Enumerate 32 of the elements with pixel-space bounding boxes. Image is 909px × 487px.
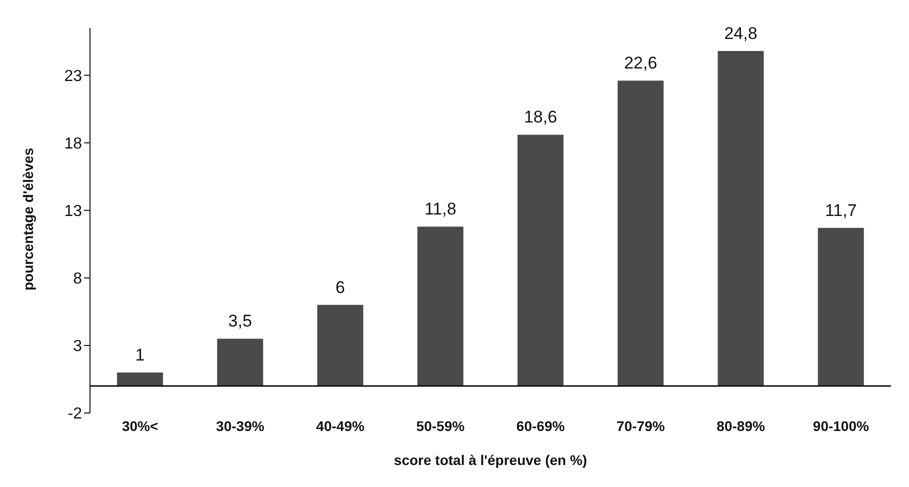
data-label: 22,6: [624, 54, 658, 73]
x-tick-label: 30%<: [122, 418, 158, 434]
y-tick-label: 13: [64, 203, 82, 220]
y-tick-label: 18: [64, 136, 82, 153]
bar: [417, 226, 464, 386]
x-tick-label: 80-89%: [716, 418, 766, 434]
data-label: 18,6: [524, 108, 558, 127]
bar: [518, 134, 564, 386]
y-axis-title: pourcentage d'élèves: [20, 148, 36, 290]
bar: [217, 338, 264, 386]
x-tick-label: 90-100%: [812, 418, 870, 434]
bar: [317, 304, 364, 386]
x-tick-label: 50-59%: [416, 418, 466, 434]
data-label: 3,5: [228, 312, 252, 331]
data-label: 6: [336, 278, 345, 297]
x-axis-title: score total à l'épreuve (en %): [394, 452, 588, 468]
y-tick-label: 3: [73, 338, 82, 356]
bar: [818, 228, 864, 386]
data-label: 1: [135, 345, 145, 364]
y-tick-label: -2: [68, 406, 82, 423]
data-label: 24,8: [724, 24, 758, 43]
x-tick-label: 70-79%: [616, 418, 666, 434]
y-tick-label: 23: [64, 68, 82, 85]
x-tick-label: 40-49%: [316, 418, 365, 434]
data-label: 11,7: [824, 200, 857, 220]
bar: [618, 80, 664, 386]
x-tick-label: 60-69%: [516, 418, 566, 434]
x-tick-label: 30-39%: [216, 418, 265, 434]
bar: [117, 372, 163, 386]
y-tick-label: 8: [73, 270, 82, 288]
bar: [718, 50, 764, 386]
data-label: 11,8: [424, 200, 456, 219]
